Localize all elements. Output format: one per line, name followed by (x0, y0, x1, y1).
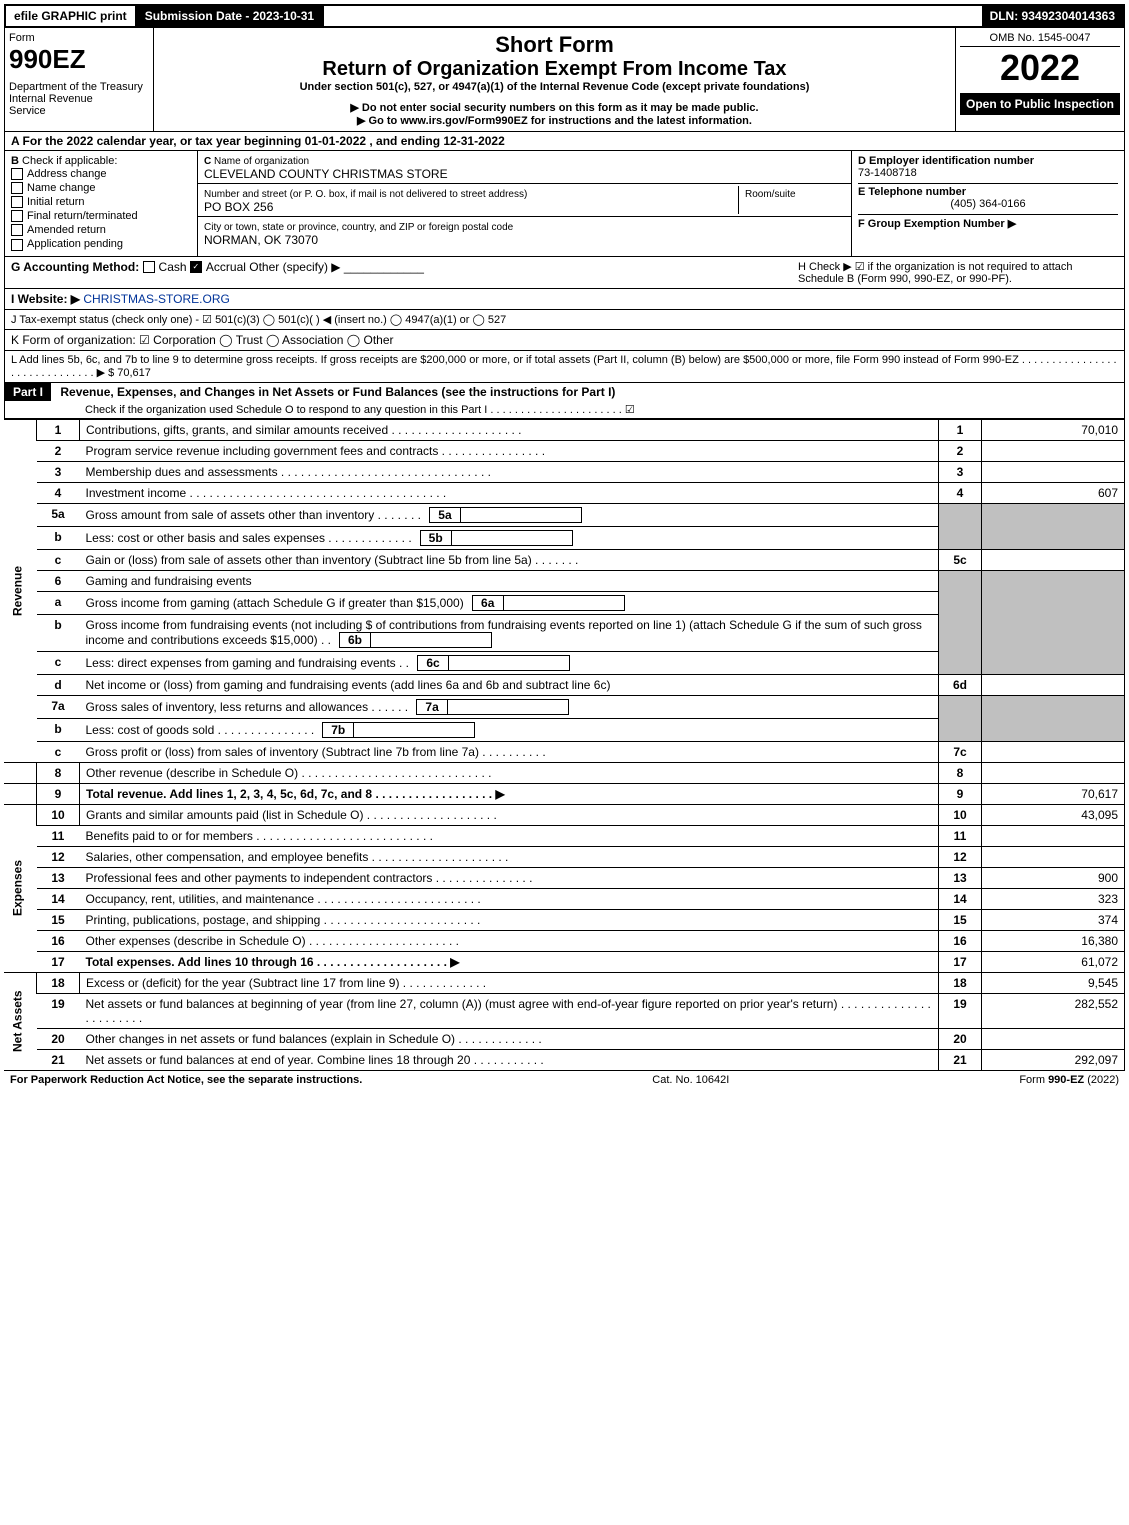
ein-value: 73-1408718 (858, 167, 917, 179)
line-k: K Form of organization: ☑ Corporation ◯ … (4, 330, 1125, 351)
checkbox-cash[interactable] (143, 261, 155, 273)
line-l: L Add lines 5b, 6c, and 7b to line 9 to … (4, 351, 1125, 383)
line-15-value: 374 (982, 909, 1125, 930)
dept-label: Department of the Treasury Internal Reve… (9, 81, 149, 117)
checkbox-accrual[interactable]: ✓ (190, 261, 202, 273)
phone-label: E Telephone number (858, 186, 966, 198)
form-number: 990EZ (9, 44, 149, 75)
header-center: Short Form Return of Organization Exempt… (154, 28, 956, 131)
website-link[interactable]: CHRISTMAS-STORE.ORG (83, 292, 229, 306)
tax-year: 2022 (960, 47, 1120, 89)
page-footer: For Paperwork Reduction Act Notice, see … (4, 1071, 1125, 1089)
form-title-short: Short Form (162, 32, 947, 58)
checkbox-address-change[interactable] (11, 168, 23, 180)
line-4-value: 607 (982, 482, 1125, 503)
header-right: OMB No. 1545-0047 2022 Open to Public In… (956, 28, 1124, 131)
checkbox-name-change[interactable] (11, 182, 23, 194)
line-19-value: 282,552 (982, 993, 1125, 1028)
header-left: Form 990EZ Department of the Treasury In… (5, 28, 154, 131)
room-suite-label: Room/suite (745, 189, 796, 200)
omb-number: OMB No. 1545-0047 (960, 32, 1120, 47)
revenue-vlabel: Revenue (4, 419, 37, 762)
line-j: J Tax-exempt status (check only one) - ☑… (4, 310, 1125, 330)
expenses-vlabel: Expenses (4, 804, 37, 972)
netassets-vlabel: Net Assets (4, 972, 37, 1070)
line-16-value: 16,380 (982, 930, 1125, 951)
form-title-main: Return of Organization Exempt From Incom… (162, 58, 947, 81)
part-1-sub: Check if the organization used Schedule … (5, 401, 1124, 418)
line-a-tax-year: A For the 2022 calendar year, or tax yea… (4, 132, 1125, 151)
line-h: H Check ▶ ☑ if the organization is not r… (798, 260, 1118, 285)
section-b-check-label: Check if applicable: (22, 155, 117, 167)
checkbox-final-return[interactable] (11, 210, 23, 222)
part-1-label: Part I (5, 383, 51, 401)
line-18-value: 9,545 (982, 972, 1125, 993)
line-13-value: 900 (982, 867, 1125, 888)
footer-form-ref: Form 990-EZ (2022) (1019, 1074, 1119, 1086)
line-g-h: G Accounting Method: Cash ✓Accrual Other… (4, 257, 1125, 289)
footer-catalog: Cat. No. 10642I (652, 1074, 729, 1086)
org-street: PO BOX 256 (204, 200, 273, 214)
line-14-value: 323 (982, 888, 1125, 909)
efile-label: efile GRAPHIC print (6, 6, 137, 26)
phone-value: (405) 364-0166 (858, 198, 1118, 210)
instructions-link[interactable]: ▶ Go to www.irs.gov/Form990EZ for instru… (162, 114, 947, 127)
section-bcd: B Check if applicable: Address change Na… (4, 151, 1125, 257)
section-c: C Name of organization CLEVELAND COUNTY … (198, 151, 851, 256)
form-label: Form (9, 32, 149, 44)
section-def: D Employer identification number 73-1408… (851, 151, 1124, 256)
form-header: Form 990EZ Department of the Treasury In… (4, 28, 1125, 132)
org-city: NORMAN, OK 73070 (204, 233, 318, 247)
inspection-notice: Open to Public Inspection (960, 93, 1120, 115)
checkbox-initial-return[interactable] (11, 196, 23, 208)
section-b: B Check if applicable: Address change Na… (5, 151, 198, 256)
submission-date: Submission Date - 2023-10-31 (137, 6, 324, 26)
line-9-value: 70,617 (982, 783, 1125, 804)
ssn-warning: ▶ Do not enter social security numbers o… (162, 101, 947, 114)
topbar: efile GRAPHIC print Submission Date - 20… (4, 4, 1125, 28)
part-1-title: Revenue, Expenses, and Changes in Net As… (54, 382, 621, 402)
section-b-label: B (11, 155, 19, 167)
line-21-value: 292,097 (982, 1049, 1125, 1070)
dln: DLN: 93492304014363 (982, 6, 1123, 26)
group-exemption-label: F Group Exemption Number ▶ (858, 218, 1016, 230)
checkbox-amended-return[interactable] (11, 224, 23, 236)
line-1-desc: Contributions, gifts, grants, and simila… (80, 419, 939, 440)
line-i: I Website: ▶ CHRISTMAS-STORE.ORG (4, 289, 1125, 310)
line-10-value: 43,095 (982, 804, 1125, 825)
line-1-value: 70,010 (982, 419, 1125, 440)
part-1-header: Part I Revenue, Expenses, and Changes in… (4, 383, 1125, 419)
line-17-value: 61,072 (982, 951, 1125, 972)
ein-label: D Employer identification number (858, 155, 1034, 167)
footer-left: For Paperwork Reduction Act Notice, see … (10, 1074, 362, 1086)
form-subtitle: Under section 501(c), 527, or 4947(a)(1)… (162, 81, 947, 93)
part-1-table: Revenue 1 Contributions, gifts, grants, … (4, 419, 1125, 1071)
org-name: CLEVELAND COUNTY CHRISTMAS STORE (204, 167, 448, 181)
checkbox-application-pending[interactable] (11, 239, 23, 251)
